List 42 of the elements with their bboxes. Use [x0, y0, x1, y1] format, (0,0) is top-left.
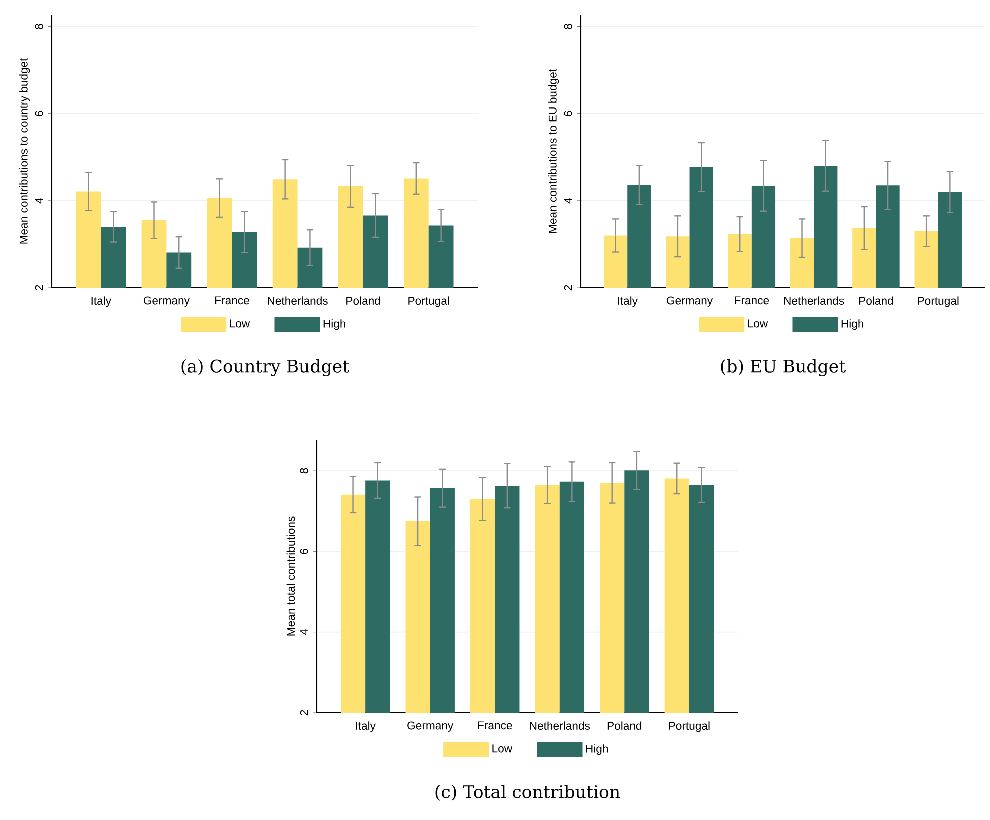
x-tick-label: France	[478, 722, 512, 730]
text: (c) Total contribution	[436, 785, 620, 801]
x-tick-label: Italy	[356, 722, 376, 732]
x-tick-label: Germany	[667, 296, 714, 307]
y-tick-label: 2	[35, 285, 44, 291]
legend-label: High	[842, 320, 864, 330]
y-axis-title: Mean contributions to country budget	[20, 58, 30, 244]
text: (a) Country Budget	[182, 359, 350, 376]
legend-label: Low	[230, 320, 250, 328]
x-tick-label: Netherlands	[784, 296, 844, 306]
legend-label: High	[586, 744, 608, 756]
x-tick-label: Portugal	[918, 296, 959, 308]
x-tick-label: Italy	[618, 296, 638, 308]
x-tick-label: Poland	[608, 722, 642, 730]
x-tick-label: Italy	[92, 296, 112, 308]
y-tick-label: 8	[564, 24, 572, 30]
legend-label: High	[324, 320, 346, 330]
y-tick-label: 4	[564, 198, 572, 204]
x-tick-label: Poland	[860, 296, 894, 306]
y-tick-label: 8	[300, 468, 308, 474]
x-tick-label: Germany	[144, 296, 190, 307]
y-tick-label: 4	[35, 198, 44, 204]
x-tick-label: Netherlands	[530, 722, 590, 730]
x-tick-label: Netherlands	[268, 296, 328, 306]
x-tick-label: Portugal	[408, 296, 450, 308]
y-tick-label: 2	[564, 285, 572, 291]
x-tick-label: Poland	[346, 296, 380, 306]
y-axis-title: Mean total contributions	[286, 516, 296, 636]
y-tick-label: 6	[300, 549, 308, 554]
y-axis-title: Mean contributions to EU budget	[548, 69, 560, 234]
y-tick-label: 8	[35, 24, 44, 30]
legend-label: Low	[492, 744, 513, 753]
x-tick-label: Germany	[408, 722, 454, 732]
x-tick-label: France	[216, 296, 250, 305]
text: (b) EU Budget	[721, 359, 846, 376]
x-tick-label: Portugal	[669, 722, 710, 732]
y-tick-label: 2	[300, 710, 308, 716]
legend-label: Low	[748, 320, 768, 328]
x-tick-label: France	[735, 296, 770, 305]
y-tick-label: 4	[300, 630, 308, 636]
y-tick-label: 6	[35, 111, 44, 116]
y-tick-label: 6	[564, 111, 572, 116]
